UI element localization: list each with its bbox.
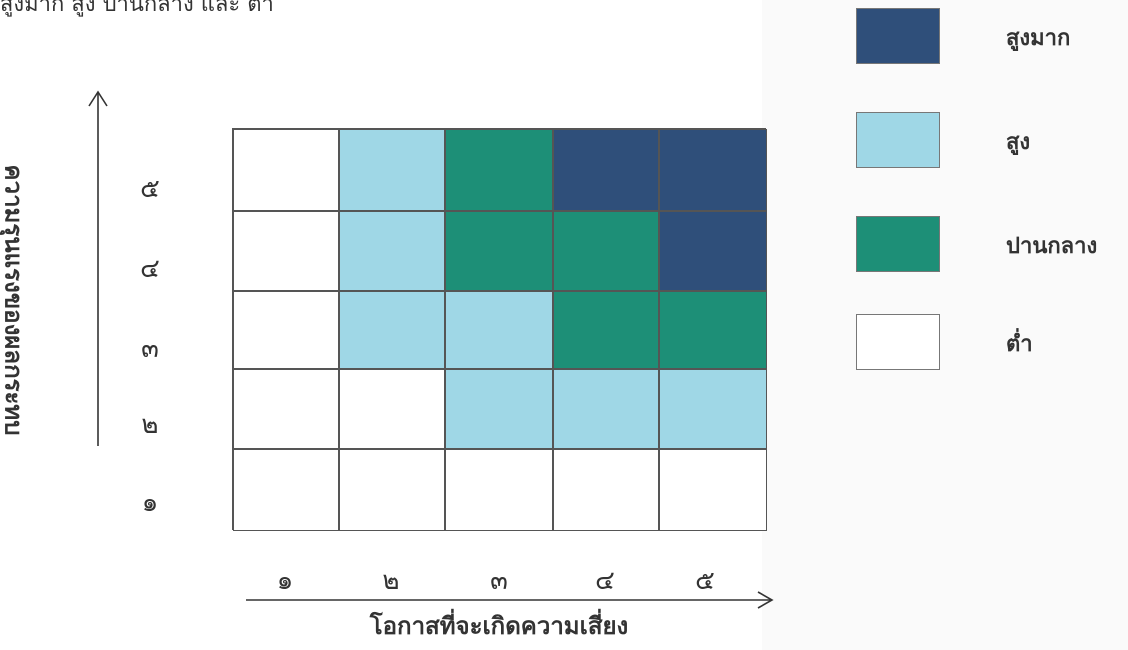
y-axis-arrow bbox=[88, 90, 108, 446]
y-tick: ๑ bbox=[141, 488, 159, 518]
y-axis-title: ความรุนแรงของผลกระทบ bbox=[0, 164, 28, 436]
legend-item-low: ต่ำ bbox=[856, 314, 1126, 374]
legend-swatch bbox=[856, 112, 940, 168]
x-axis-arrow bbox=[246, 591, 774, 609]
risk-matrix-grid bbox=[232, 128, 767, 531]
x-tick: ๒ bbox=[382, 566, 400, 596]
x-axis-ticks: ๑ ๒ ๓ ๔ ๕ bbox=[232, 560, 766, 596]
matrix-cell-high bbox=[339, 211, 445, 291]
y-tick: ๕ bbox=[140, 174, 160, 204]
y-tick: ๔ bbox=[140, 254, 160, 284]
matrix-cell-medium bbox=[445, 129, 553, 211]
legend-swatch bbox=[856, 8, 940, 64]
matrix-cell-high bbox=[339, 291, 445, 369]
y-tick: ๓ bbox=[141, 334, 159, 364]
legend-label: สูงมาก bbox=[1006, 26, 1071, 51]
legend-item-high: สูง bbox=[856, 112, 1126, 172]
matrix-cell-medium bbox=[445, 211, 553, 291]
matrix-cell-very-high bbox=[659, 211, 767, 291]
x-tick: ๑ bbox=[276, 566, 294, 596]
matrix-cell-low bbox=[339, 369, 445, 449]
matrix-cell-low bbox=[553, 449, 659, 531]
matrix-cell-low bbox=[445, 449, 553, 531]
matrix-cell-medium bbox=[553, 211, 659, 291]
legend-swatch bbox=[856, 314, 940, 370]
matrix-cell-high bbox=[445, 291, 553, 369]
matrix-cell-high bbox=[339, 129, 445, 211]
legend-item-very-high: สูงมาก bbox=[856, 8, 1126, 68]
matrix-cell-very-high bbox=[553, 129, 659, 211]
y-tick: ๒ bbox=[141, 410, 159, 440]
matrix-cell-low bbox=[233, 369, 339, 449]
matrix-cell-low bbox=[233, 129, 339, 211]
page-shade bbox=[762, 0, 1128, 650]
matrix-cell-very-high bbox=[659, 129, 767, 211]
matrix-cell-low bbox=[339, 449, 445, 531]
matrix-cell-high bbox=[659, 369, 767, 449]
x-tick: ๔ bbox=[595, 566, 615, 596]
x-axis-title: โอกาสที่จะเกิดความเสี่ยง bbox=[369, 612, 629, 640]
x-tick: ๕ bbox=[695, 566, 715, 596]
matrix-cell-low bbox=[233, 291, 339, 369]
matrix-cell-high bbox=[445, 369, 553, 449]
matrix-cell-low bbox=[233, 449, 339, 531]
legend-label: ต่ำ bbox=[1006, 332, 1033, 357]
legend-swatch bbox=[856, 216, 940, 272]
matrix-cell-high bbox=[553, 369, 659, 449]
matrix-cell-medium bbox=[553, 291, 659, 369]
matrix-cell-medium bbox=[659, 291, 767, 369]
legend-item-medium: ปานกลาง bbox=[856, 216, 1126, 276]
matrix-cell-low bbox=[233, 211, 339, 291]
top-caption: สูงมาก สูง ปานกลาง และ ต่ำ bbox=[0, 0, 274, 17]
legend-label: สูง bbox=[1006, 130, 1031, 155]
x-tick: ๓ bbox=[490, 566, 508, 596]
matrix-cell-low bbox=[659, 449, 767, 531]
legend-label: ปานกลาง bbox=[1006, 234, 1098, 259]
